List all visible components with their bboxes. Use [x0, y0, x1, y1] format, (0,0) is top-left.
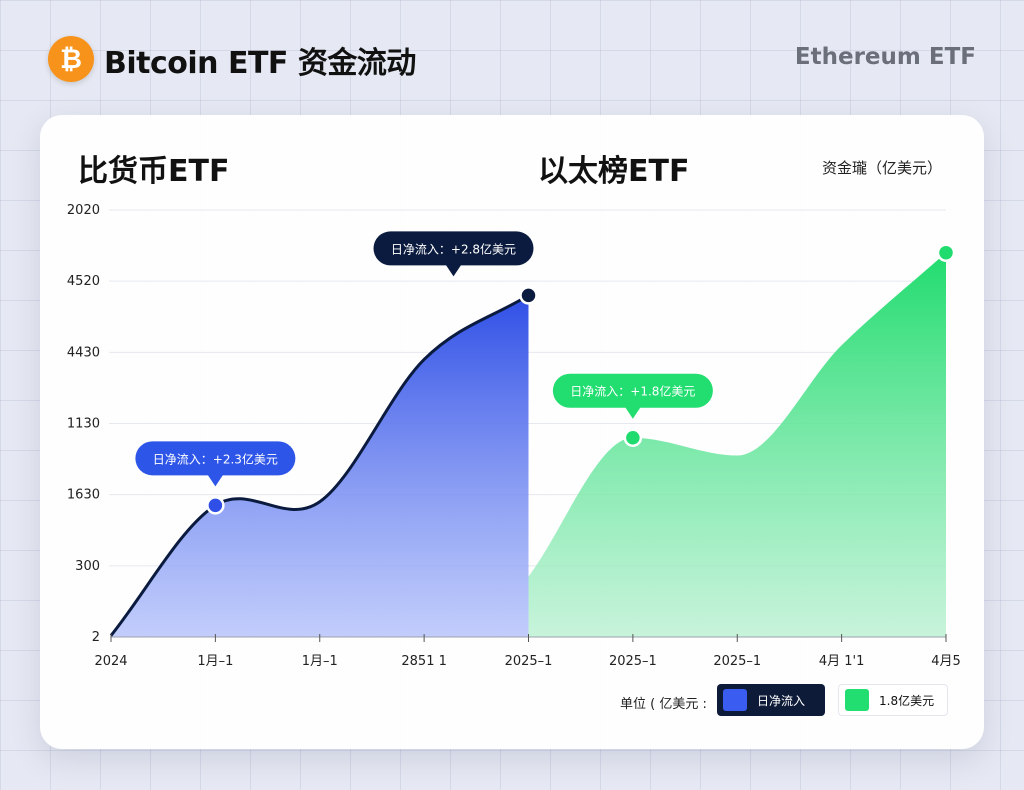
y-tick-label: 2: [92, 630, 100, 645]
legend-swatch-green: [845, 689, 869, 711]
legend-label: 日净流入: [757, 693, 806, 708]
x-tick-label: 2851 1: [401, 654, 447, 669]
page-title: Bitcoin ETF 资金流动: [104, 46, 416, 81]
y-tick-label: 1630: [67, 488, 100, 503]
data-point-marker: [519, 286, 538, 305]
bitcoin-logo-icon: ₿: [48, 36, 94, 82]
chart-markers: [206, 243, 956, 515]
callout-label: 日净流入：+2.8亿美元: [391, 241, 516, 256]
chart-areas: [109, 252, 946, 637]
legend-item-daily-inflow[interactable]: 日净流入: [717, 684, 825, 716]
callout-pointer: [624, 406, 641, 419]
callout-bubble: [135, 441, 296, 476]
ethereum-etf-title: Ethereum ETF: [794, 44, 976, 70]
series-area: [111, 295, 529, 637]
x-tick-label: 4月5: [931, 654, 961, 669]
bitcoin-panel-title: 比货币ETF: [78, 154, 230, 189]
callout: 日净流入：+2.3亿美元: [135, 441, 296, 487]
ethereum-panel-title: 以太榜ETF: [538, 154, 690, 189]
x-tick-label: 1月–1: [302, 654, 338, 669]
series-line: [109, 294, 530, 637]
header: ₿ Bitcoin ETF 资金流动 Ethereum ETF: [0, 0, 1024, 100]
x-tick-label: 2024: [94, 654, 127, 669]
x-tick-label: 2025–1: [505, 654, 553, 669]
callout-label: 日净流入：+2.3亿美元: [153, 451, 278, 466]
callout-pointer: [207, 474, 224, 487]
callout-bubble: [552, 373, 713, 408]
callout-bubble: [373, 231, 534, 266]
data-point-marker: [623, 428, 643, 447]
callout-label: 日净流入：+1.8亿美元: [570, 384, 695, 399]
unit-label: 资金瓏（亿美元）: [822, 159, 943, 177]
callout: 日净流入：+1.8亿美元: [552, 373, 713, 419]
data-point-marker: [206, 496, 225, 515]
series-area: [528, 252, 946, 637]
y-tick-label: 4520: [67, 274, 100, 289]
y-tick-label: 1130: [67, 417, 100, 432]
callout: 日净流入：+2.8亿美元: [373, 231, 534, 277]
y-tick-label: 4430: [67, 345, 100, 360]
x-tick-label: 2025–1: [713, 654, 761, 669]
data-point-marker: [936, 243, 956, 262]
legend-swatch-blue: [723, 689, 747, 711]
legend-prefix: 单位 ( 亿美元 :: [620, 697, 707, 712]
legend-label: 1.8亿美元: [879, 693, 935, 708]
legend-item-ethereum[interactable]: 1.8亿美元: [838, 684, 948, 716]
x-tick-label: 2025–1: [609, 654, 657, 669]
y-tick-label: 2020: [67, 203, 100, 218]
callout-pointer: [445, 264, 462, 277]
x-tick-label: 4月 1'1: [819, 654, 865, 669]
y-tick-label: 300: [75, 559, 100, 574]
chart-axes: 2020 4520 4430 1130 1630 300 2 2024 1月–1 1月–1 2851…: [67, 203, 961, 669]
x-tick-label: 1月–1: [197, 654, 233, 669]
